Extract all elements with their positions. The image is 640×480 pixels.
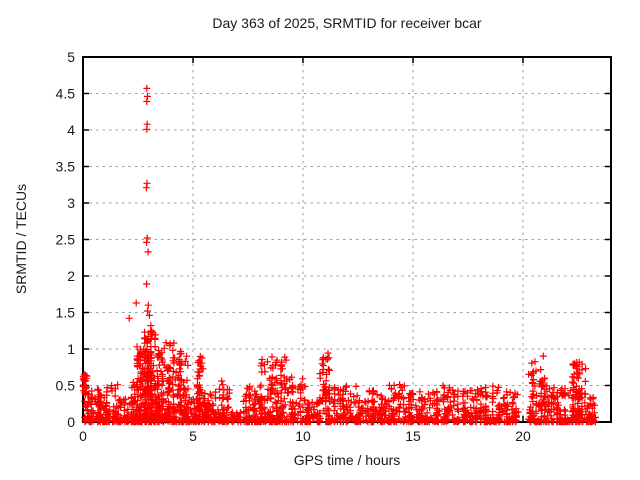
y-axis-label: SRMTID / TECUs xyxy=(13,183,29,295)
y-tick-label: 1.5 xyxy=(56,305,76,321)
y-tick-label: 0 xyxy=(67,414,75,430)
y-tick-label: 3 xyxy=(67,195,75,211)
x-tick-label: 20 xyxy=(515,428,531,444)
y-tick-label: 2.5 xyxy=(56,232,76,248)
y-tick-label: 5 xyxy=(67,49,75,65)
y-tick-label: 2 xyxy=(67,268,75,284)
chart-title: Day 363 of 2025, SRMTID for receiver bca… xyxy=(212,15,482,31)
y-tick-label: 4.5 xyxy=(56,86,76,102)
x-axis-label: GPS time / hours xyxy=(293,452,401,468)
y-tick-label: 3.5 xyxy=(56,159,76,175)
data-points xyxy=(79,84,599,426)
y-tick-label: 4 xyxy=(67,122,75,138)
y-tick-label: 0.5 xyxy=(56,378,76,394)
x-tick-label: 10 xyxy=(295,428,311,444)
x-tick-label: 15 xyxy=(405,428,421,444)
y-tick-label: 1 xyxy=(67,341,75,357)
x-tick-label: 0 xyxy=(79,428,87,444)
x-tick-label: 5 xyxy=(189,428,197,444)
